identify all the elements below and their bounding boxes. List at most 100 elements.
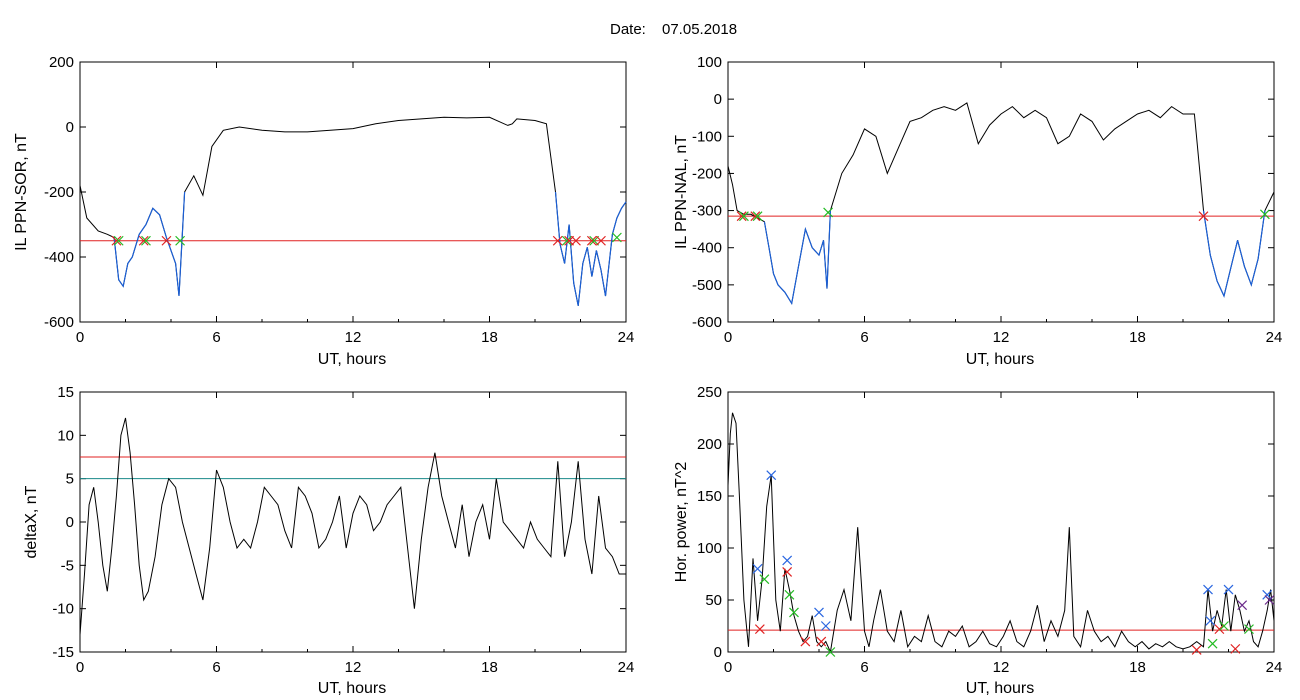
x-tick-label: 24 [618, 329, 635, 346]
y-axis-label: IL PPN-SOR, nT [13, 133, 30, 251]
event-marker [789, 607, 799, 618]
data-trace [727, 412, 1275, 654]
marker-stroke [816, 636, 827, 647]
below-threshold-trace [1202, 210, 1266, 298]
event-marker [1205, 615, 1216, 626]
x-axis-label: UT, hours [966, 680, 1034, 697]
event-marker [1219, 621, 1229, 631]
event-marker [1244, 624, 1254, 635]
event-marker [1264, 595, 1275, 605]
event-marker [1214, 624, 1225, 635]
plot-frame [79, 61, 627, 323]
event-marker [161, 235, 172, 246]
x-tick-label: 24 [618, 659, 635, 676]
y-axis-label: deltaX, nT [23, 485, 40, 558]
plot-frame [79, 391, 627, 653]
marker-stroke [759, 574, 770, 585]
marker-stroke [782, 566, 793, 577]
event-marker [1230, 643, 1241, 654]
marker-stroke [736, 211, 747, 222]
panel-il-ppn-nal: UT, hours IL PPN-NAL, nT 0 6 12 18 24 -600 -50… [673, 54, 1282, 368]
x-tick-label: 6 [212, 659, 220, 676]
x-tick-label: 0 [76, 329, 84, 346]
event-marker [825, 647, 836, 657]
title-label: Date: [610, 21, 646, 38]
event-marker [1223, 584, 1234, 595]
x-axis-label: UT, hours [318, 680, 386, 697]
marker-stroke [789, 607, 799, 618]
y-tick-label: 200 [49, 54, 74, 71]
panel-hor-power: UT, hours Hor. power, nT^2 0 6 12 18 24 0 50 10… [673, 384, 1282, 697]
marker-stroke [1198, 211, 1209, 222]
y-axis-label: Hor. power, nT^2 [673, 462, 690, 583]
event-marker [759, 574, 770, 585]
x-tick-label: 6 [860, 329, 868, 346]
marker-stroke [1223, 584, 1234, 595]
marker-stroke [175, 235, 186, 246]
event-marker [1207, 638, 1218, 649]
y-tick-label: -600 [44, 314, 74, 331]
event-marker [561, 235, 572, 246]
y-tick-label: -200 [44, 184, 74, 201]
event-marker [782, 566, 793, 577]
event-marker [141, 235, 151, 246]
event-marker [1203, 584, 1213, 595]
marker-stroke [814, 607, 824, 618]
x-tick-label: 24 [1266, 329, 1283, 346]
event-marker [1237, 600, 1248, 611]
event-marker [766, 470, 777, 481]
below-threshold-trace [763, 210, 831, 306]
event-marker [820, 621, 831, 631]
marker-stroke [111, 235, 122, 246]
marker-stroke [752, 563, 763, 574]
event-marker [1198, 211, 1209, 222]
marker-stroke [1230, 643, 1241, 654]
event-marker [739, 211, 749, 222]
marker-stroke [596, 235, 606, 246]
y-tick-label: 5 [66, 471, 74, 488]
x-tick-label: 12 [345, 329, 362, 346]
y-tick-label: -500 [692, 277, 722, 294]
x-tick-label: 12 [993, 329, 1010, 346]
event-marker [754, 624, 765, 635]
marker-stroke [1214, 624, 1225, 635]
marker-stroke [1205, 615, 1216, 626]
x-axis-label: UT, hours [318, 351, 386, 368]
y-tick-label: -15 [52, 644, 74, 661]
data-trace [727, 102, 1275, 305]
plot-frame [727, 61, 1275, 323]
y-tick-label: -200 [692, 165, 722, 182]
y-tick-label: -400 [692, 240, 722, 257]
y-axis-label: IL PPN-NAL, nT [673, 135, 690, 249]
event-marker [814, 607, 824, 618]
data-trace [79, 116, 627, 306]
y-tick-label: 100 [697, 54, 722, 71]
marker-stroke [782, 555, 793, 566]
y-tick-label: 0 [714, 91, 722, 108]
event-marker [611, 232, 622, 243]
y-tick-label: -10 [52, 601, 74, 618]
event-marker [752, 211, 763, 222]
marker-stroke [1244, 624, 1254, 635]
marker-stroke [752, 211, 763, 222]
marker-stroke [825, 647, 836, 657]
marker-stroke [552, 235, 563, 246]
marker-stroke [141, 235, 151, 246]
y-tick-label: 150 [697, 488, 722, 505]
marker-stroke [1191, 644, 1202, 655]
event-marker [816, 636, 827, 647]
event-marker [750, 211, 761, 222]
event-marker [736, 211, 747, 222]
panel-deltax: UT, hours deltaX, nT 0 6 12 18 24 -15 -10 -5 0 5 1… [23, 384, 634, 697]
y-tick-label: -300 [692, 203, 722, 220]
panel-il-ppn-sor: UT, hours IL PPN-SOR, nT 0 6 12 18 24 -600 -40… [13, 54, 634, 368]
event-marker [571, 235, 581, 246]
y-tick-label: 50 [705, 592, 722, 609]
marker-stroke [820, 621, 831, 631]
event-marker [586, 235, 597, 246]
marker-stroke [113, 235, 124, 246]
y-tick-label: 200 [697, 436, 722, 453]
marker-stroke [138, 235, 149, 246]
marker-stroke [784, 589, 795, 600]
